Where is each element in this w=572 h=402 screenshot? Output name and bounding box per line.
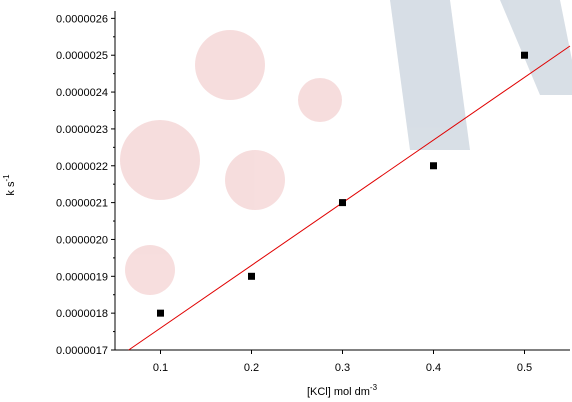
x-tick-label: 0.5 (517, 362, 532, 374)
point (339, 199, 346, 207)
y-tick-label: 0.0000023 (56, 124, 108, 136)
y-tick-label: 0.0000025 (56, 50, 108, 62)
trendline (128, 45, 571, 351)
y-tick-label: 0.0000017 (56, 345, 108, 357)
y-tick-label: 0.0000021 (56, 198, 108, 210)
point (157, 309, 164, 317)
watermark (120, 0, 572, 295)
x-tick-label: 0.2 (244, 362, 259, 374)
point (430, 162, 437, 170)
y-tick-label: 0.0000020 (56, 234, 108, 246)
y-tick-label: 0.0000019 (56, 271, 108, 283)
point (248, 272, 255, 280)
x-tick-label: 0.3 (335, 362, 350, 374)
x-tick-label: 0.4 (426, 362, 441, 374)
point (521, 51, 528, 59)
x-axis-title-main: [KCl] mol dm (307, 386, 370, 398)
y-tick-label: 0.0000022 (56, 161, 108, 173)
y-tick-label: 0.0000018 (56, 308, 108, 320)
y-tick-label: 0.0000024 (56, 87, 108, 99)
y-axis-title: k s-1 (2, 174, 17, 196)
y-tick-label: 0.0000026 (56, 13, 108, 25)
y-axis-title-main: k s (5, 181, 17, 196)
x-axis-title: [KCl] mol dm-3 (307, 383, 378, 398)
y-axis-title-sup: -1 (2, 174, 11, 182)
x-axis-title-sup: -3 (370, 383, 378, 392)
x-tick-label: 0.1 (153, 362, 168, 374)
